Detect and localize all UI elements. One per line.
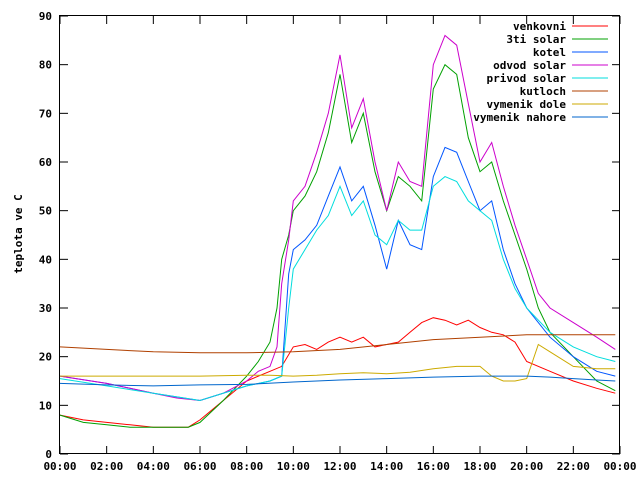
legend-label: 3ti solar (506, 33, 566, 46)
legend-label: kutloch (520, 85, 566, 98)
x-tick-label: 00:00 (603, 460, 636, 473)
y-tick-label: 0 (45, 448, 52, 461)
series-line-vymenik-nahore (59, 375, 616, 387)
x-tick-label: 08:00 (230, 460, 263, 473)
y-tick-label: 60 (39, 156, 52, 169)
x-tick-label: 04:00 (137, 460, 170, 473)
series-line-privod-solar (59, 176, 616, 402)
legend-label: vymenik nahore (473, 111, 566, 124)
legend-label: venkovni (513, 20, 566, 33)
x-tick-label: 20:00 (510, 460, 543, 473)
x-tick-label: 06:00 (183, 460, 216, 473)
legend-label: odvod solar (493, 59, 566, 72)
legend-label: kotel (533, 46, 566, 59)
y-tick-label: 80 (39, 59, 52, 72)
y-tick-label: 30 (39, 302, 52, 315)
series-line-odvod-solar (59, 34, 616, 402)
x-tick-label: 02:00 (90, 460, 123, 473)
y-tick-label: 40 (39, 253, 52, 266)
x-tick-label: 00:00 (43, 460, 76, 473)
x-tick-label: 22:00 (557, 460, 590, 473)
y-tick-label: 90 (39, 10, 52, 23)
x-tick-label: 12:00 (323, 460, 356, 473)
y-axis-label: teplota ve C (12, 194, 25, 273)
series-line-vymenik-dole (60, 343, 616, 382)
series-line-3ti-solar (59, 63, 616, 428)
legend-label: privod solar (487, 72, 567, 85)
legend-label: vymenik dole (487, 98, 567, 111)
x-tick-label: 14:00 (370, 460, 403, 473)
x-tick-label: 18:00 (463, 460, 496, 473)
y-tick-label: 70 (39, 107, 52, 120)
y-tick-label: 10 (39, 399, 52, 412)
series-line-kutloch (59, 334, 616, 354)
y-tick-label: 20 (39, 351, 52, 364)
y-tick-label: 50 (39, 205, 52, 218)
x-tick-label: 16:00 (417, 460, 450, 473)
x-tick-label: 10:00 (277, 460, 310, 473)
